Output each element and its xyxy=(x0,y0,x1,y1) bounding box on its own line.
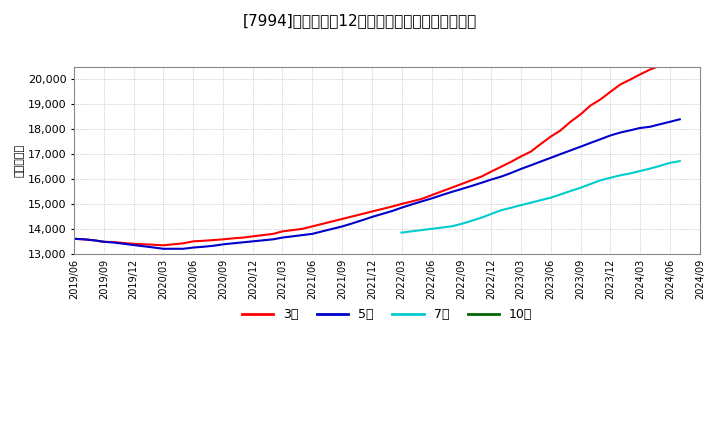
Text: [7994]　経常利益12か月移動合計の平均値の推移: [7994] 経常利益12か月移動合計の平均値の推移 xyxy=(243,13,477,28)
Y-axis label: （百万円）: （百万円） xyxy=(15,144,25,177)
Legend: 3年, 5年, 7年, 10年: 3年, 5年, 7年, 10年 xyxy=(237,303,538,326)
